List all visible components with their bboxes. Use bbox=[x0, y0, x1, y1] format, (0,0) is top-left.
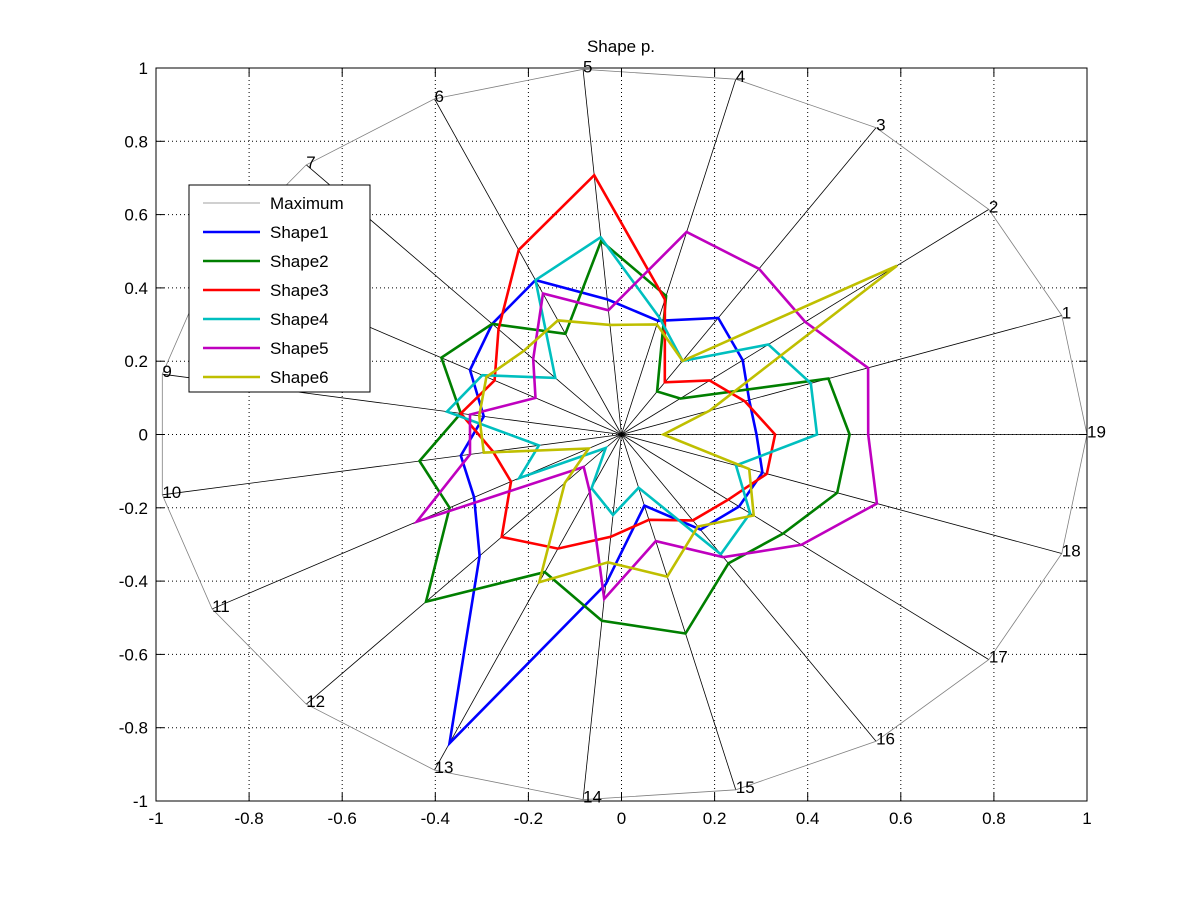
spoke-line bbox=[434, 98, 622, 435]
spoke-label: 7 bbox=[306, 153, 315, 172]
series-polygon-shape4 bbox=[444, 235, 819, 557]
x-tick-label: -0.4 bbox=[421, 809, 450, 828]
series-polygon-shape6 bbox=[477, 264, 898, 585]
spoke-label: 6 bbox=[435, 87, 444, 106]
spoke-line bbox=[582, 69, 622, 435]
legend-label: Shape5 bbox=[270, 339, 329, 358]
x-tick-label: 0.4 bbox=[796, 809, 820, 828]
spoke-line bbox=[305, 434, 622, 705]
spoke-label: 3 bbox=[876, 116, 885, 135]
chart-title: Shape p. bbox=[587, 37, 655, 56]
series-polygon-shape2 bbox=[417, 238, 851, 635]
y-tick-label: 0 bbox=[139, 426, 148, 445]
spoke-label: 9 bbox=[162, 362, 171, 381]
plot-frame bbox=[155, 67, 1088, 802]
spoke-line bbox=[621, 434, 990, 660]
spoke-label: 18 bbox=[1062, 542, 1081, 561]
x-tick-label: 0.6 bbox=[889, 809, 913, 828]
x-tick-label: 0 bbox=[617, 809, 626, 828]
spoke-line bbox=[621, 315, 1062, 435]
legend-box bbox=[188, 184, 371, 393]
spoke-label: 17 bbox=[989, 648, 1008, 667]
spoke-line bbox=[582, 434, 622, 800]
legend-label: Shape4 bbox=[270, 310, 329, 329]
legend-label: Shape1 bbox=[270, 223, 329, 242]
spoke-line bbox=[162, 434, 622, 496]
ticks-layer: -1 -0.8 -0.6 -0.4 -0.2 0 0.2 0.4 0.6 0.8 1 -1 -0.8 -0… bbox=[119, 59, 1092, 828]
legend-label: Shape6 bbox=[270, 368, 329, 387]
spoke-label: 2 bbox=[989, 197, 998, 216]
spokes-layer bbox=[162, 69, 1087, 800]
spoke-label: 4 bbox=[736, 67, 745, 86]
x-tick-label: -0.2 bbox=[514, 809, 543, 828]
spoke-label: 10 bbox=[162, 483, 181, 502]
x-tick-label: -1 bbox=[148, 809, 163, 828]
spoke-label: 16 bbox=[876, 729, 895, 748]
y-tick-label: 0.6 bbox=[124, 206, 148, 225]
series-polygon-shape3 bbox=[459, 173, 777, 550]
spoke-label: 13 bbox=[435, 758, 454, 777]
axis-labels-layer: 12345678910111213141516171819 bbox=[162, 57, 1106, 806]
spoke-line bbox=[621, 434, 877, 742]
y-tick-label: -0.6 bbox=[119, 645, 148, 664]
legend-label: Shape2 bbox=[270, 252, 329, 271]
series-layer bbox=[161, 68, 1088, 801]
spoke-label: 12 bbox=[306, 692, 325, 711]
x-tick-label: -0.6 bbox=[328, 809, 357, 828]
spoke-label: 19 bbox=[1087, 423, 1106, 442]
y-tick-label: -1 bbox=[133, 792, 148, 811]
y-tick-label: 0.2 bbox=[124, 352, 148, 371]
spoke-label: 15 bbox=[736, 778, 755, 797]
y-tick-label: -0.4 bbox=[119, 572, 148, 591]
spoke-line bbox=[621, 434, 1062, 554]
series-polygon-shape1 bbox=[447, 278, 764, 748]
x-tick-label: 1 bbox=[1082, 809, 1091, 828]
spoke-label: 14 bbox=[583, 788, 602, 807]
series-polygon-maximum bbox=[161, 68, 1088, 801]
legend-label: Shape3 bbox=[270, 281, 329, 300]
y-tick-label: 1 bbox=[139, 59, 148, 78]
x-tick-label: 0.2 bbox=[703, 809, 727, 828]
spoke-label: 11 bbox=[212, 597, 230, 616]
x-tick-label: 0.8 bbox=[982, 809, 1006, 828]
y-tick-label: 0.8 bbox=[124, 132, 148, 151]
spoke-line bbox=[621, 434, 737, 790]
legend-label: Maximum bbox=[270, 194, 344, 213]
spoke-label: 1 bbox=[1062, 303, 1071, 322]
y-tick-label: -0.2 bbox=[119, 499, 148, 518]
y-tick-label: 0.4 bbox=[124, 279, 148, 298]
x-tick-label: -0.8 bbox=[234, 809, 263, 828]
spoke-line bbox=[621, 79, 737, 435]
legend: Maximum Shape1 Shape2 Shape3 Shape4 Shape5 Sha… bbox=[188, 184, 371, 393]
series-polygon-shape5 bbox=[413, 230, 879, 602]
spoke-label: 5 bbox=[583, 57, 592, 76]
y-tick-label: -0.8 bbox=[119, 719, 148, 738]
